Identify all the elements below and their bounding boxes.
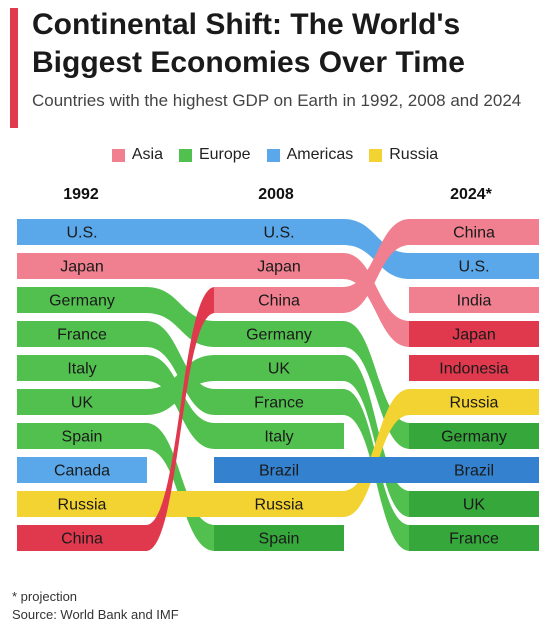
rank-label-japan-2024: Japan (452, 327, 496, 344)
rank-box-japan-2024 (409, 321, 539, 347)
connector-russia-0 (146, 491, 215, 517)
rank-box-germany-2024 (409, 423, 539, 449)
rank-box-china-2008 (214, 287, 344, 313)
connector-japan-1 (343, 253, 410, 347)
rank-box-china-1992 (17, 525, 147, 551)
rank-box-china-2024 (409, 219, 539, 245)
legend-swatch-americas (266, 148, 280, 162)
rank-label-canada-1992: Canada (54, 463, 110, 480)
rank-box-germany-2008 (214, 321, 344, 347)
footnote-projection: * projection (12, 589, 78, 604)
rank-label-germany-2024: Germany (441, 429, 507, 446)
connector-russia-1 (343, 389, 410, 517)
rank-label-france-1992: France (57, 327, 107, 344)
rank-label-russia-1992: Russia (58, 497, 107, 514)
rank-label-indonesia-2024: Indonesia (439, 361, 508, 378)
rank-box-france-2008 (214, 389, 344, 415)
rank-box-uk-2008 (214, 355, 344, 381)
connector-japan-0 (146, 253, 215, 279)
legend-swatch-asia (111, 148, 125, 162)
rank-box-u-s-2024 (409, 253, 539, 279)
legend-item-americas: Americas (266, 146, 354, 164)
connector-spain-0 (146, 423, 215, 551)
rank-box-japan-1992 (17, 253, 147, 279)
rank-label-italy-2008: Italy (264, 429, 293, 446)
chart-title: Continental Shift: The World's Biggest E… (32, 8, 465, 79)
rank-label-u-s-2008: U.S. (263, 225, 294, 242)
rank-box-italy-2008 (214, 423, 344, 449)
connector-uk-0 (146, 355, 215, 415)
rank-label-russia-2008: Russia (255, 497, 304, 514)
legend-label-europe: Europe (198, 146, 251, 163)
rank-label-japan-1992: Japan (60, 259, 104, 276)
footnote-block: * projection Source: World Bank and IMF (12, 588, 179, 624)
rank-label-china-2008: China (258, 293, 300, 310)
rank-label-russia-2024: Russia (450, 395, 499, 412)
legend-label-asia: Asia (131, 146, 163, 163)
title-accent-bar (10, 8, 18, 128)
legend-item-europe: Europe (178, 146, 251, 164)
rank-box-japan-2008 (214, 253, 344, 279)
connector-china-1 (343, 219, 410, 313)
rank-label-india-2024: India (457, 293, 492, 310)
chart-subtitle: Countries with the highest GDP on Earth … (32, 91, 522, 110)
year-label-2008: 2008 (258, 186, 294, 203)
rank-box-russia-1992 (17, 491, 147, 517)
rank-label-u-s-2024: U.S. (458, 259, 489, 276)
rank-box-spain-1992 (17, 423, 147, 449)
legend-label-americas: Americas (286, 146, 354, 163)
connector-france-0 (146, 321, 215, 415)
legend-label-russia: Russia (389, 146, 439, 163)
rank-label-uk-1992: UK (71, 395, 94, 412)
rank-box-uk-2024 (409, 491, 539, 517)
rank-box-france-1992 (17, 321, 147, 347)
rank-label-u-s-1992: U.S. (66, 225, 97, 242)
connector-layer (146, 219, 410, 551)
connector-uk-1 (343, 355, 410, 517)
rank-box-italy-1992 (17, 355, 147, 381)
connector-u-s-0 (146, 219, 215, 245)
year-label-2024: 2024* (450, 186, 492, 203)
legend: Asia Europe Americas Russia (0, 146, 550, 164)
connector-brazil-1 (343, 457, 410, 483)
rank-box-brazil-2008 (214, 457, 344, 483)
rank-label-germany-2008: Germany (246, 327, 312, 344)
rank-label-uk-2008: UK (268, 361, 291, 378)
rank-box-u-s-2008 (214, 219, 344, 245)
connector-italy-0 (146, 355, 215, 449)
rank-label-brazil-2024: Brazil (454, 463, 494, 480)
rank-label-uk-2024: UK (463, 497, 486, 514)
legend-swatch-europe (178, 148, 192, 162)
connector-china-0 (146, 287, 215, 551)
rank-label-spain-1992: Spain (62, 429, 103, 446)
rank-label-france-2024: France (449, 531, 499, 548)
legend-item-russia: Russia (369, 146, 438, 164)
rank-box-uk-1992 (17, 389, 147, 415)
legend-item-asia: Asia (111, 146, 163, 164)
rank-label-china-2024: China (453, 225, 495, 242)
rank-box-russia-2008 (214, 491, 344, 517)
rank-box-canada-1992 (17, 457, 147, 483)
rank-box-germany-1992 (17, 287, 147, 313)
rank-box-india-2024 (409, 287, 539, 313)
connector-u-s-1 (343, 219, 410, 279)
rank-box-u-s-1992 (17, 219, 147, 245)
year-label-1992: 1992 (63, 186, 99, 203)
rank-box-indonesia-2024 (409, 355, 539, 381)
rank-box-russia-2024 (409, 389, 539, 415)
legend-swatch-russia (369, 148, 383, 162)
rank-box-france-2024 (409, 525, 539, 551)
rank-label-france-2008: France (254, 395, 304, 412)
rank-label-japan-2008: Japan (257, 259, 301, 276)
source-note: Source: World Bank and IMF (12, 607, 179, 622)
rank-label-italy-1992: Italy (67, 361, 96, 378)
rank-label-china-1992: China (61, 531, 103, 548)
rank-box-brazil-2024 (409, 457, 539, 483)
rank-label-germany-1992: Germany (49, 293, 115, 310)
rank-label-brazil-2008: Brazil (259, 463, 299, 480)
rank-label-spain-2008: Spain (259, 531, 300, 548)
rank-box-spain-2008 (214, 525, 344, 551)
